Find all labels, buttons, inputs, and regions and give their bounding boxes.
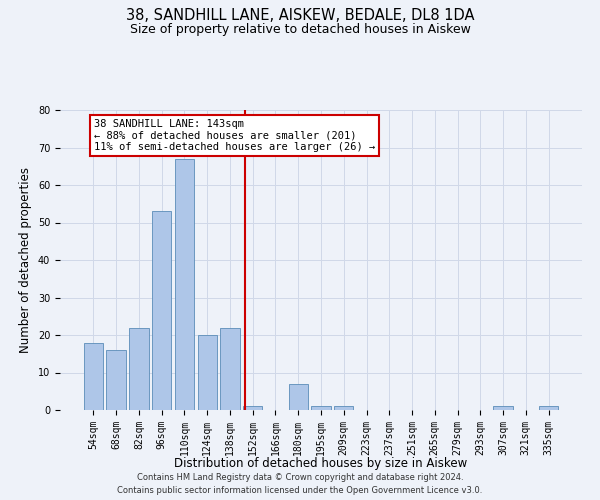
Text: 38 SANDHILL LANE: 143sqm
← 88% of detached houses are smaller (201)
11% of semi-: 38 SANDHILL LANE: 143sqm ← 88% of detach… <box>94 119 375 152</box>
Bar <box>84 342 103 410</box>
Text: Distribution of detached houses by size in Aiskew: Distribution of detached houses by size … <box>175 458 467 470</box>
Y-axis label: Number of detached properties: Number of detached properties <box>19 167 32 353</box>
Bar <box>289 384 308 410</box>
Text: Size of property relative to detached houses in Aiskew: Size of property relative to detached ho… <box>130 22 470 36</box>
Bar <box>334 406 353 410</box>
Bar <box>197 335 217 410</box>
Bar <box>106 350 126 410</box>
Bar <box>175 159 194 410</box>
Text: Contains HM Land Registry data © Crown copyright and database right 2024.
Contai: Contains HM Land Registry data © Crown c… <box>118 474 482 495</box>
Bar <box>539 406 558 410</box>
Bar <box>311 406 331 410</box>
Bar <box>220 328 239 410</box>
Bar <box>493 406 513 410</box>
Bar <box>152 211 172 410</box>
Bar <box>243 406 262 410</box>
Text: 38, SANDHILL LANE, AISKEW, BEDALE, DL8 1DA: 38, SANDHILL LANE, AISKEW, BEDALE, DL8 1… <box>126 8 474 22</box>
Bar <box>129 328 149 410</box>
